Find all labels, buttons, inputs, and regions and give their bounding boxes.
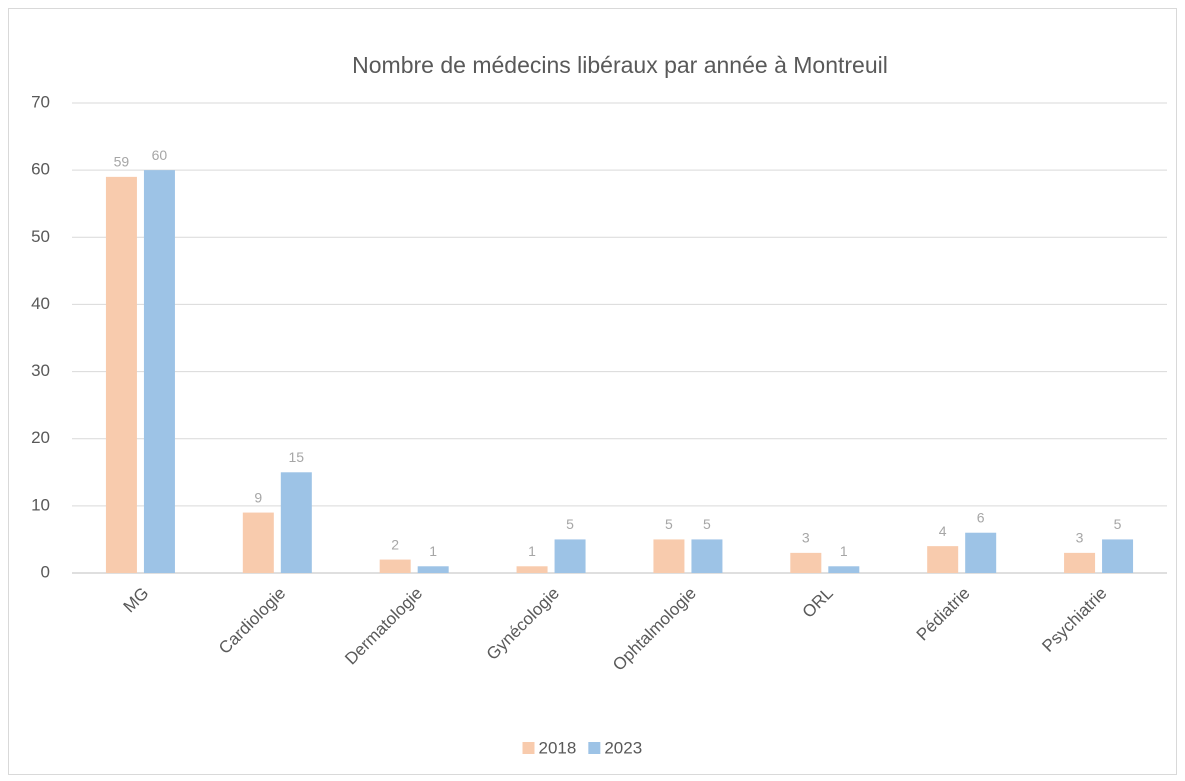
y-tick-label: 0 <box>41 562 50 581</box>
bar <box>691 539 723 573</box>
legend-label: 2023 <box>604 738 642 757</box>
value-label: 1 <box>528 543 536 559</box>
bar <box>1064 552 1096 573</box>
bar <box>379 559 411 573</box>
value-label: 3 <box>802 530 810 546</box>
legend-swatch <box>522 742 535 754</box>
y-tick-label: 10 <box>31 495 50 514</box>
y-tick-label: 50 <box>31 227 50 246</box>
value-label: 5 <box>665 516 673 532</box>
bar <box>280 472 312 573</box>
legend-swatch <box>588 742 601 754</box>
bar <box>965 532 997 573</box>
bar <box>653 539 685 573</box>
bar <box>105 176 137 573</box>
value-label: 60 <box>152 147 168 163</box>
bar <box>242 512 274 573</box>
chart-title: Nombre de médecins libéraux par année à … <box>352 52 888 78</box>
y-tick-label: 70 <box>31 92 50 111</box>
value-label: 3 <box>1076 530 1084 546</box>
value-label: 15 <box>289 449 305 465</box>
legend-label: 2018 <box>539 738 577 757</box>
value-label: 9 <box>254 489 262 505</box>
bar <box>927 546 959 573</box>
value-label: 5 <box>1114 516 1122 532</box>
y-tick-label: 20 <box>31 428 50 447</box>
bar <box>828 566 860 573</box>
bar <box>554 539 586 573</box>
bar <box>790 552 822 573</box>
chart-frame <box>8 8 1177 775</box>
bar <box>143 170 175 573</box>
value-label: 5 <box>566 516 574 532</box>
y-tick-label: 60 <box>31 160 50 179</box>
value-label: 4 <box>939 523 947 539</box>
value-label: 1 <box>429 543 437 559</box>
value-label: 59 <box>114 154 130 170</box>
y-tick-label: 30 <box>31 361 50 380</box>
value-label: 1 <box>840 543 848 559</box>
value-label: 2 <box>391 536 399 552</box>
bar <box>1102 539 1134 573</box>
bar <box>417 566 449 573</box>
value-label: 6 <box>977 509 985 525</box>
bar <box>516 566 548 573</box>
value-label: 5 <box>703 516 711 532</box>
y-tick-label: 40 <box>31 294 50 313</box>
